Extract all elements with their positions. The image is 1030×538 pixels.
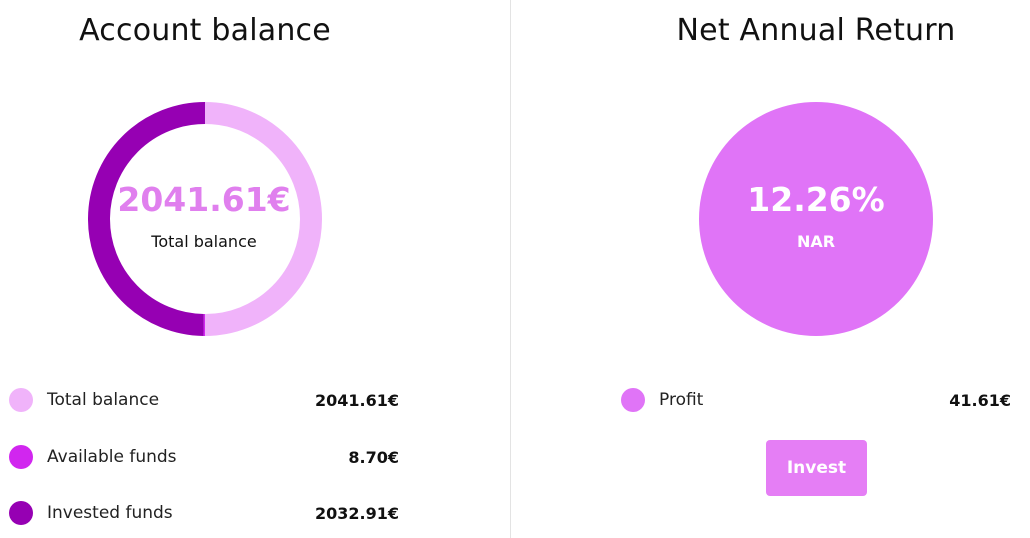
nar-caption: NAR <box>796 232 836 251</box>
donut-total-caption: Total balance <box>151 232 257 251</box>
legend-label: Profit <box>659 390 704 410</box>
legend-value: 2041.61€ <box>314 390 399 410</box>
legend-item-invested-funds: Invested funds 2032.91€ <box>9 498 399 528</box>
total-balance-dot-icon <box>9 388 33 412</box>
legend-item-available-funds: Available funds 8.70€ <box>9 442 399 472</box>
legend-value: 8.70€ <box>348 447 399 467</box>
panel-divider <box>510 0 511 538</box>
legend-value: 2032.91€ <box>314 503 399 523</box>
legend-value: 41.61€ <box>949 390 1011 410</box>
net-annual-return-title: Net Annual Return <box>676 13 956 48</box>
available-funds-dot-icon <box>9 445 33 469</box>
donut-total-value: 2041.61€ <box>117 180 291 219</box>
legend-item-total-balance: Total balance 2041.61€ <box>9 385 399 415</box>
legend-label: Total balance <box>47 390 160 410</box>
nar-circle <box>699 102 933 336</box>
donut-segment-invested-funds <box>88 102 206 336</box>
nar-value: 12.26% <box>747 180 885 219</box>
account-balance-title: Account balance <box>79 13 331 48</box>
invested-funds-dot-icon <box>9 501 33 525</box>
invest-button[interactable]: Invest <box>766 440 867 496</box>
profit-dot-icon <box>621 388 645 412</box>
donut-segment-total-balance <box>204 102 322 336</box>
legend-label: Available funds <box>47 447 177 467</box>
legend-item-profit: Profit 41.61€ <box>621 385 1011 415</box>
legend-label: Invested funds <box>47 503 173 523</box>
balance-donut-chart <box>88 102 322 336</box>
